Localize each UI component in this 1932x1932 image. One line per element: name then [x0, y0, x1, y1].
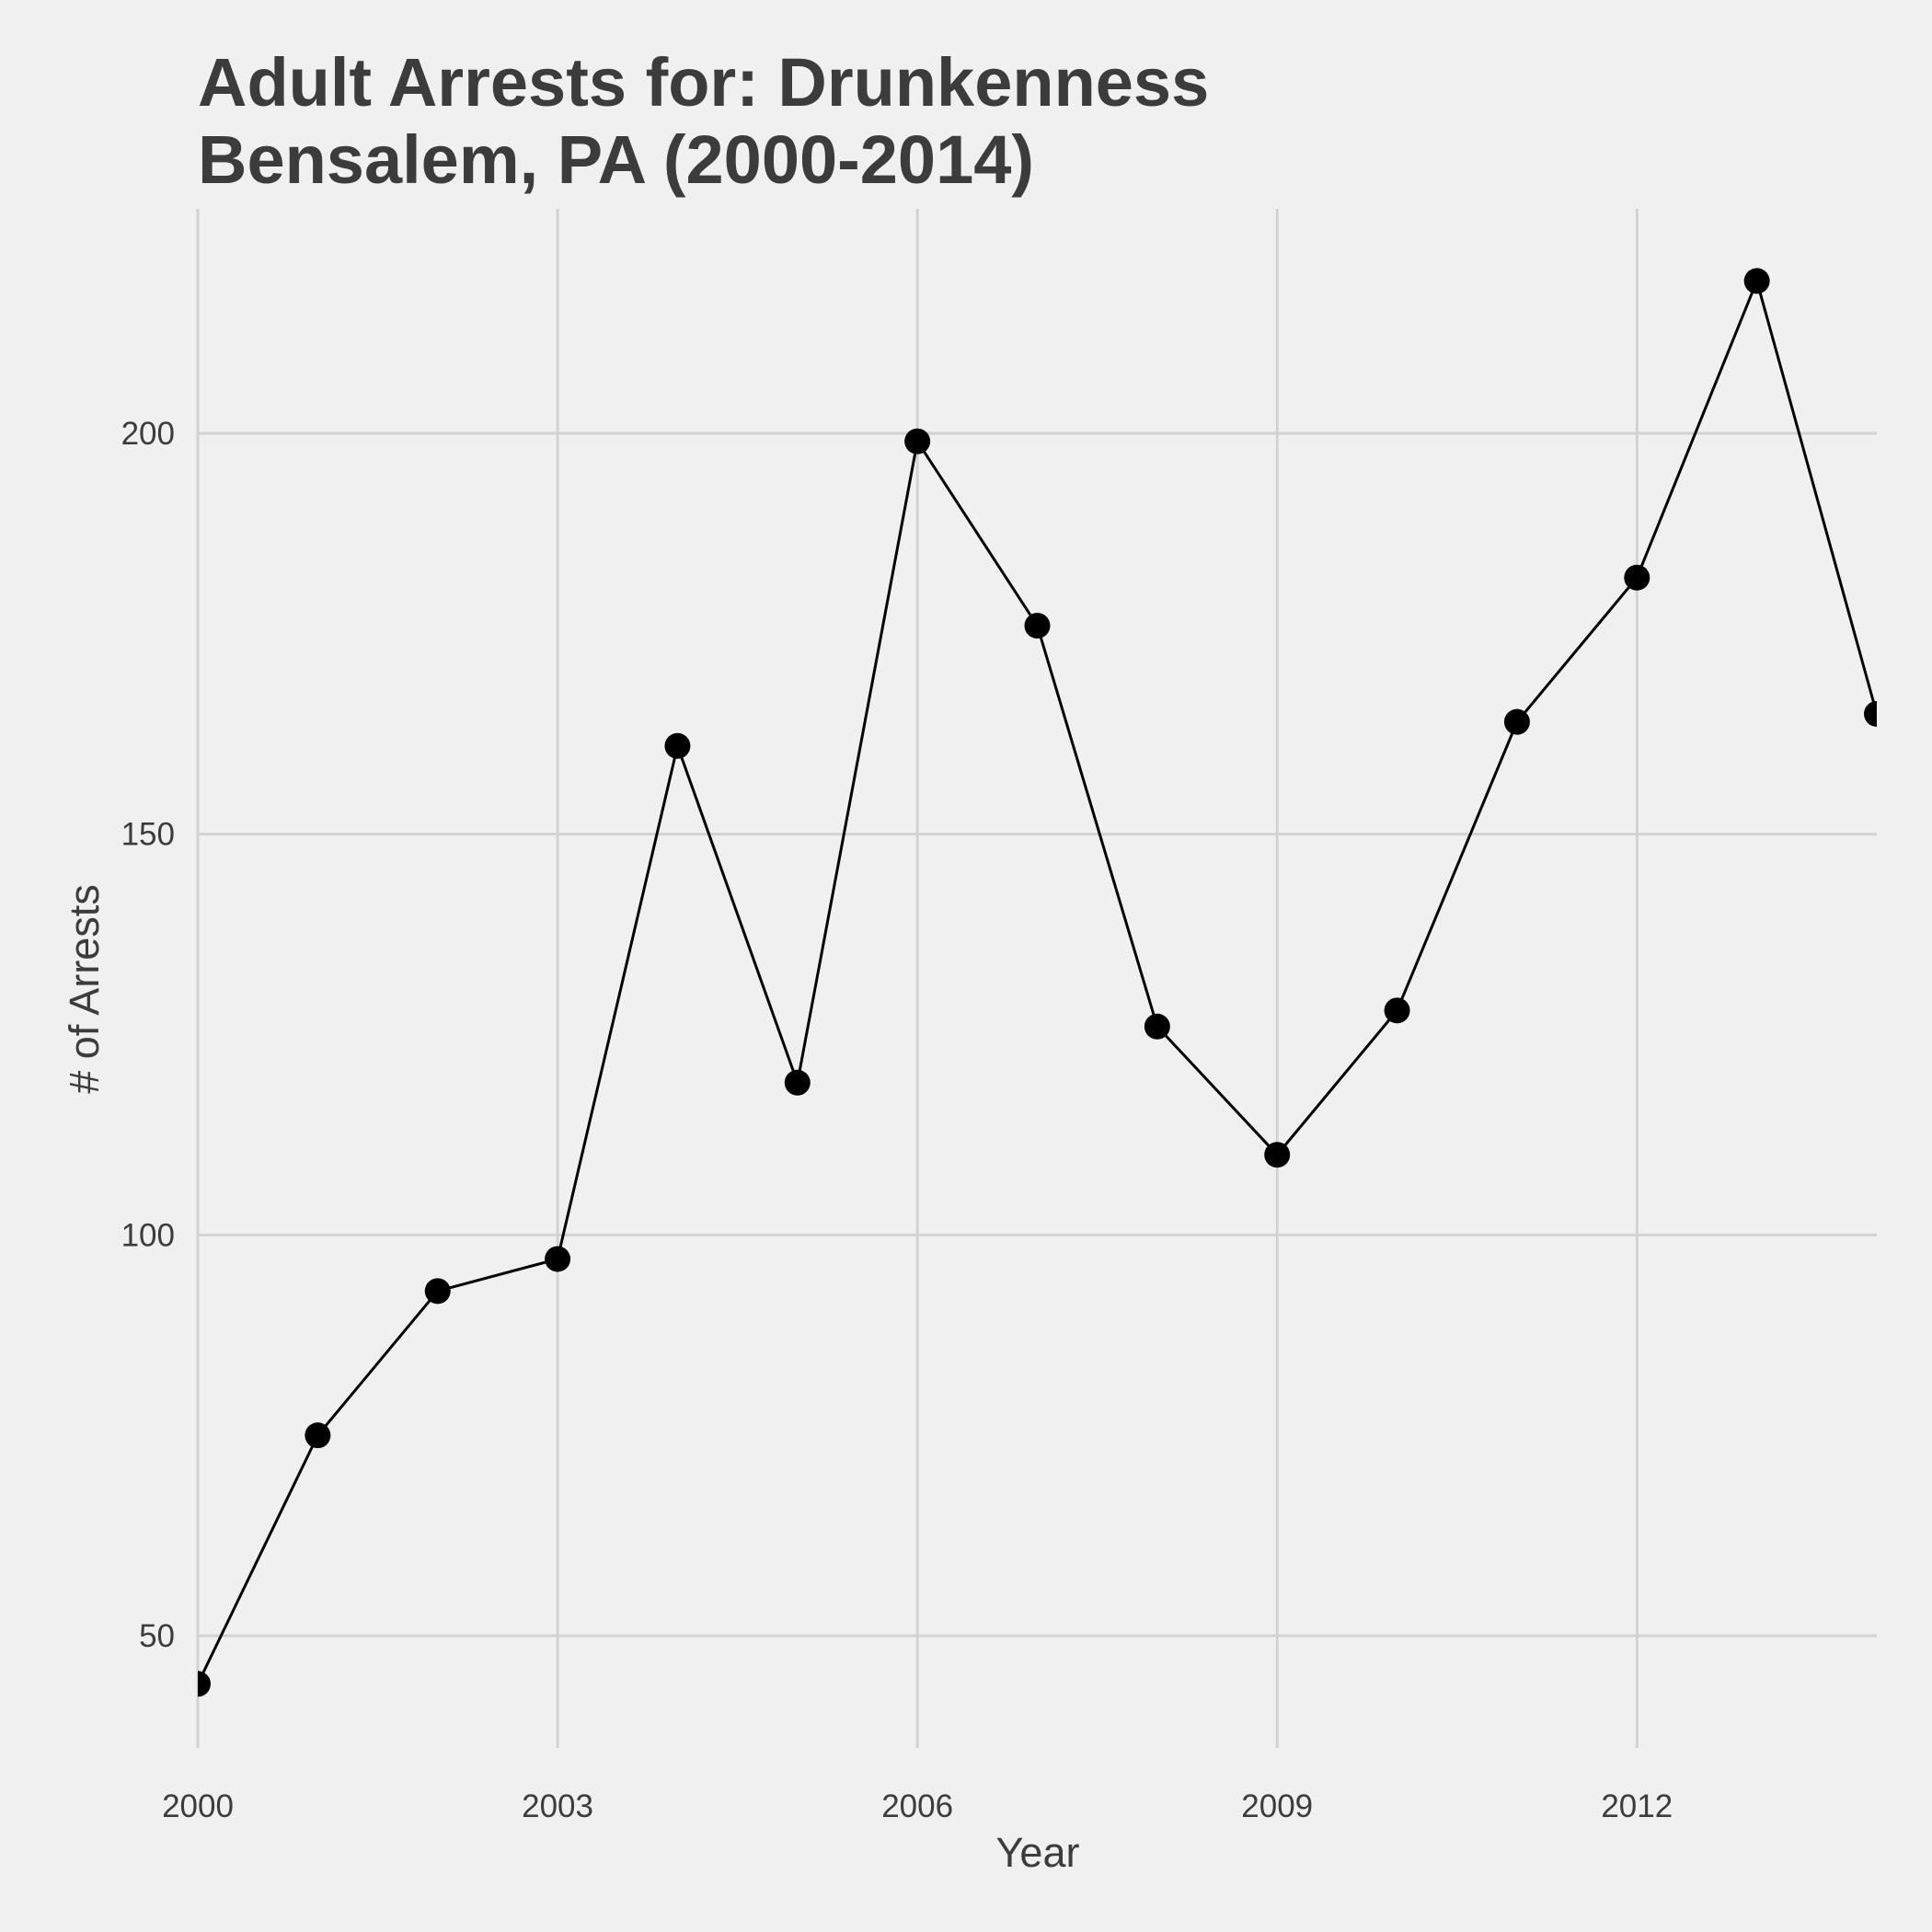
grid-layer	[196, 209, 1877, 1748]
data-point	[545, 1246, 571, 1272]
chart-subtitle: Bensalem, PA (2000-2014)	[198, 121, 1034, 198]
data-point	[1264, 1142, 1291, 1168]
y-tick-label: 200	[121, 416, 175, 452]
x-tick-label: 2009	[1241, 1788, 1313, 1824]
x-tick-label: 2012	[1601, 1788, 1673, 1824]
tick-layer: 2000 2003 2006 2009 2012 50 100 150 200	[121, 416, 1673, 1824]
x-tick-label: 2000	[162, 1788, 234, 1824]
data-point	[1503, 708, 1530, 735]
y-axis-label: # of Arrests	[61, 884, 108, 1094]
series-line	[198, 276, 1877, 1685]
chart-title: Adult Arrests for: Drunkenness	[198, 44, 1209, 121]
x-tick-label: 2006	[881, 1788, 953, 1824]
data-point	[1743, 268, 1770, 294]
data-point	[784, 1069, 811, 1096]
series-group	[198, 268, 1877, 1697]
data-point	[305, 1422, 331, 1449]
data-point	[198, 1671, 211, 1697]
series-layer	[198, 268, 1877, 1697]
x-tick-label: 2003	[522, 1788, 593, 1824]
data-point	[1144, 1013, 1170, 1040]
data-point	[664, 732, 691, 759]
data-point	[424, 1278, 451, 1305]
x-axis-label: Year	[996, 1829, 1080, 1876]
y-tick-label: 100	[121, 1217, 175, 1253]
data-point	[1384, 997, 1410, 1024]
data-point	[1024, 613, 1051, 639]
y-tick-label: 150	[121, 817, 175, 853]
data-point	[904, 428, 931, 454]
data-point	[1624, 564, 1650, 591]
y-tick-label: 50	[139, 1618, 175, 1654]
data-point	[1864, 700, 1877, 727]
